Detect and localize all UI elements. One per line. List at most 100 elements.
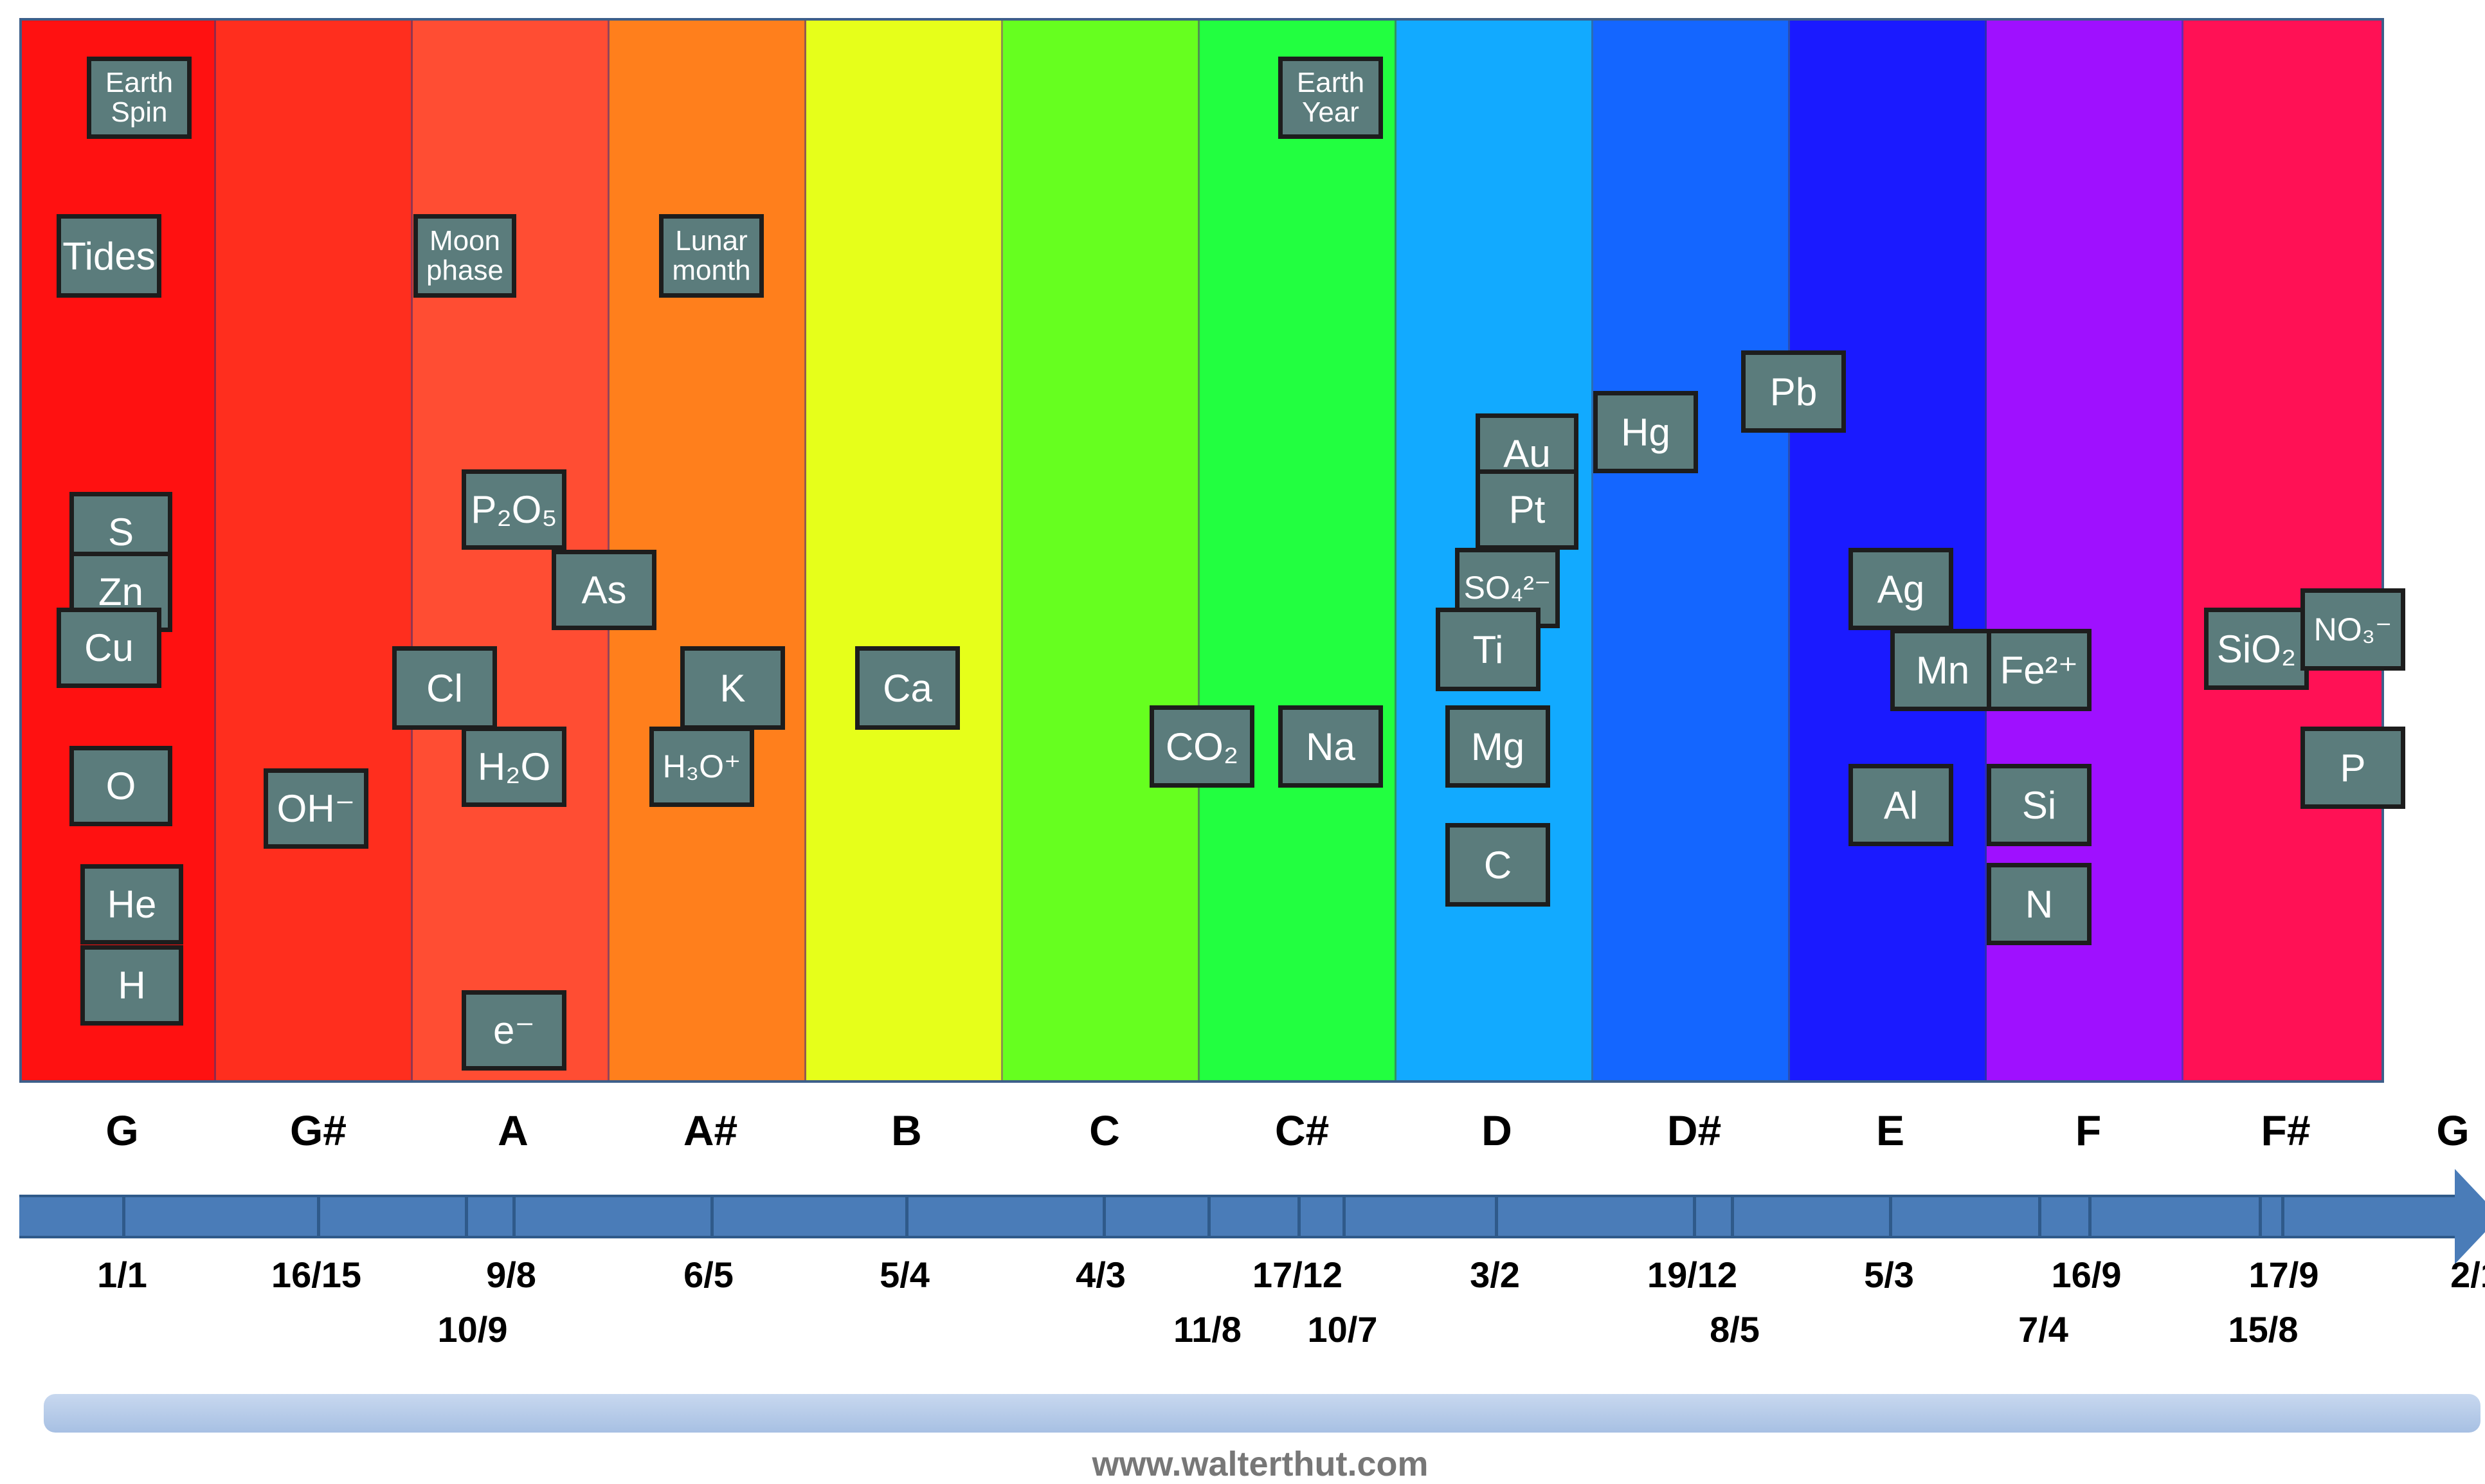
tile-ca: Ca — [855, 646, 960, 730]
tile-label: K — [719, 666, 746, 710]
tile-mn: Mn — [1890, 629, 1995, 711]
ratio-label-secondary: 10/7 — [1307, 1309, 1378, 1350]
ratio-label: 9/8 — [486, 1254, 536, 1295]
tile-label: Tides — [62, 234, 156, 278]
tile-label: e⁻ — [492, 1009, 536, 1052]
tile-label: H — [118, 964, 146, 1007]
ratio-tick — [2259, 1195, 2262, 1238]
tile-label: Spin — [111, 96, 168, 128]
note-label: E — [1875, 1107, 1905, 1154]
tile-label: SiO₂ — [2216, 627, 2297, 671]
color-band-2 — [216, 19, 413, 1081]
tile-label: Au — [1503, 432, 1551, 475]
color-band-9 — [1593, 19, 1790, 1081]
note-label: C# — [1274, 1107, 1330, 1154]
tile-as: As — [552, 550, 656, 630]
tile-label: Ca — [883, 666, 932, 710]
note-label: C — [1089, 1107, 1120, 1154]
tile-al: Al — [1848, 764, 1953, 846]
ratio-tick — [1495, 1195, 1498, 1238]
tile-k: K — [680, 646, 785, 730]
ratio-label-secondary: 10/9 — [437, 1309, 508, 1350]
tile-tides: Tides — [57, 214, 161, 298]
tile-pb: Pb — [1741, 350, 1846, 433]
tile-h3o: H₃O⁺ — [649, 727, 754, 807]
tile-label: Al — [1883, 783, 1919, 827]
ratio-tick — [905, 1195, 908, 1238]
tile-label: Na — [1306, 725, 1355, 768]
tile-label: Mg — [1470, 725, 1525, 768]
scale-arrow-head — [2455, 1169, 2485, 1264]
note-label: B — [891, 1107, 922, 1154]
tile-pt: Pt — [1476, 469, 1578, 550]
ratio-label-secondary: 8/5 — [1710, 1309, 1760, 1350]
tile-h: H — [80, 945, 183, 1026]
tile-label: Fe²⁺ — [2000, 648, 2079, 692]
ratio-tick — [1297, 1195, 1301, 1238]
tile-label: O — [105, 765, 136, 808]
tile-label: Lunar — [675, 224, 748, 257]
tile-moon-phase: Moon phase — [413, 214, 516, 298]
tile-label: P₂O₅ — [471, 488, 557, 531]
tile-label: H₃O⁺ — [662, 748, 741, 785]
tile-label: month — [672, 255, 751, 286]
tile-label: Si — [2021, 783, 2057, 827]
ratio-label: 5/4 — [880, 1254, 930, 1295]
ratio-tick — [465, 1195, 468, 1238]
tile-sio2: SiO₂ — [2204, 608, 2309, 690]
note-label: G — [2436, 1107, 2470, 1154]
ratio-label: 16/15 — [271, 1254, 362, 1295]
ratio-label: 1/1 — [97, 1254, 147, 1295]
ratio-tick — [1207, 1195, 1211, 1238]
tile-label: Ag — [1877, 567, 1925, 611]
horizontal-scrollbar[interactable] — [44, 1394, 2480, 1433]
note-label: A — [498, 1107, 529, 1154]
credit-url: www.walterthut.com — [1092, 1445, 1429, 1483]
tile-earth-year: Earth Year — [1278, 57, 1383, 139]
ratio-tick — [1731, 1195, 1734, 1238]
ratio-label-secondary: 7/4 — [2018, 1309, 2068, 1350]
ratio-label: 17/12 — [1252, 1254, 1343, 1295]
tile-label: Hg — [1621, 410, 1670, 454]
ratio-tick — [1342, 1195, 1346, 1238]
ratio-label: 3/2 — [1470, 1254, 1520, 1295]
ratio-label: 6/5 — [683, 1254, 734, 1295]
tile-cu: Cu — [57, 608, 161, 688]
tile-label: CO₂ — [1165, 725, 1239, 768]
ratio-label: 4/3 — [1076, 1254, 1126, 1295]
tile-h2o: H₂O — [462, 727, 566, 807]
ratio-scale-bar — [19, 1195, 2462, 1238]
tile-no3: NO₃⁻ — [2300, 588, 2405, 671]
ratio-tick — [1693, 1195, 1696, 1238]
ratio-tick — [1889, 1195, 1892, 1238]
tile-label: Pb — [1769, 370, 1818, 413]
ratio-label: 5/3 — [1864, 1254, 1914, 1295]
ratio-label: 17/9 — [2248, 1254, 2319, 1295]
tile-hg: Hg — [1593, 391, 1698, 473]
ratio-label: 16/9 — [2051, 1254, 2122, 1295]
tile-oh: OH⁻ — [264, 768, 368, 849]
ratio-label: 2/1 — [2450, 1254, 2485, 1295]
ratio-tick — [317, 1195, 320, 1238]
tile-label: Ti — [1472, 628, 1504, 671]
note-label: G# — [289, 1107, 347, 1154]
tile-label: Pt — [1508, 488, 1546, 531]
tile-lunar-month: Lunar month — [659, 214, 764, 298]
tile-label: Year — [1302, 96, 1359, 128]
color-band-5 — [806, 19, 1003, 1081]
tile-label: phase — [426, 255, 503, 286]
ratio-tick — [2281, 1195, 2284, 1238]
tile-label: SO₄²⁻ — [1463, 570, 1551, 606]
color-band-12 — [2183, 19, 2384, 1081]
tile-co2: CO₂ — [1150, 705, 1254, 788]
ratio-tick — [1103, 1195, 1106, 1238]
ratio-tick — [2088, 1195, 2092, 1238]
ratio-label-secondary: 11/8 — [1173, 1309, 1242, 1350]
tile-label: Mn — [1915, 648, 1970, 692]
tile-earth-spin: Earth Spin — [87, 57, 192, 139]
note-label: F — [2075, 1107, 2102, 1154]
note-label: A# — [683, 1107, 738, 1154]
tile-label: OH⁻ — [276, 787, 356, 830]
note-label: D# — [1667, 1107, 1722, 1154]
